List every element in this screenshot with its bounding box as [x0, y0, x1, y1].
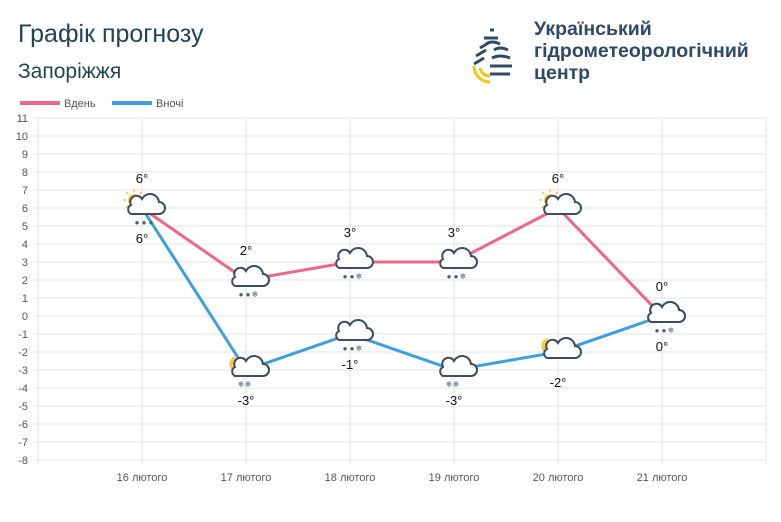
- city-name: Запоріжжя: [18, 60, 122, 83]
- y-tick-label: 2: [22, 275, 28, 287]
- y-tick-label: -6: [18, 419, 28, 431]
- day-temp-label: 2°: [240, 243, 252, 258]
- y-tick-label: -4: [18, 383, 28, 395]
- y-tick-label: 5: [22, 221, 28, 233]
- night-temp-label: 0°: [656, 339, 668, 354]
- logo-line-3: центр: [534, 62, 591, 84]
- y-tick-label: 0: [22, 311, 28, 323]
- cloud-icon: [439, 355, 478, 377]
- raindrop-icon: ●: [343, 344, 348, 353]
- cloud-icon: [231, 265, 270, 287]
- series-line-day: [141, 206, 664, 318]
- cloud-icon: [543, 337, 582, 359]
- y-tick-label: 1: [22, 293, 28, 305]
- logo-line-2: гідрометеорологічний: [534, 40, 749, 62]
- cloud-icon: [543, 193, 582, 215]
- snowflake-icon: ❄: [356, 344, 363, 353]
- raindrop-icon: ●: [135, 218, 140, 227]
- snowflake-icon: ❄: [245, 380, 252, 389]
- legend-label: Вночі: [156, 98, 183, 110]
- y-tick-label: 11: [17, 113, 28, 125]
- weather-icon: [647, 301, 686, 323]
- y-tick-label: 10: [16, 131, 28, 143]
- sun-ray: [139, 191, 143, 195]
- series-line-night: [140, 207, 663, 372]
- y-tick-label: 6: [22, 203, 28, 215]
- weather-icon: ● ● ❄: [439, 247, 478, 281]
- day-temp-label: 3°: [448, 225, 460, 240]
- sun-ray: [125, 191, 129, 195]
- x-tick-label: 20 лютого: [533, 472, 584, 484]
- cloud-icon: [335, 247, 374, 269]
- y-tick-label: -2: [18, 347, 28, 359]
- y-tick-label: -1: [18, 329, 28, 341]
- night-temp-label: 6°: [136, 231, 148, 246]
- weather-icon: ❄ ❄: [439, 355, 478, 389]
- weather-icon: [541, 337, 582, 359]
- sun-ray: [125, 205, 129, 209]
- y-tick-label: 3: [22, 257, 28, 269]
- raindrop-icon: ●: [149, 218, 154, 227]
- y-tick-label: -7: [18, 437, 28, 449]
- day-temp-label: 6°: [552, 171, 564, 186]
- weather-icon: [539, 189, 582, 215]
- day-temp-label: 0°: [656, 279, 668, 294]
- y-tick-label: 8: [22, 167, 28, 179]
- raindrop-icon: ●: [454, 272, 459, 281]
- cloud-icon: [647, 301, 686, 323]
- night-temp-label: -3°: [446, 393, 463, 408]
- x-tick-label: 17 лютого: [221, 472, 272, 484]
- night-temp-label: -1°: [342, 357, 359, 372]
- snowflake-icon: ❄: [460, 272, 467, 281]
- snowflake-icon: ❄: [238, 380, 245, 389]
- day-temp-label: 6°: [136, 171, 148, 186]
- cloud-icon: [439, 247, 478, 269]
- snowflake-icon: ❄: [252, 290, 259, 299]
- raindrop-icon: ●: [246, 290, 251, 299]
- weather-icon: ● ● ●: [123, 189, 166, 227]
- raindrop-icon: ●: [447, 272, 452, 281]
- snowflake-icon: ❄: [668, 326, 675, 335]
- raindrop-icon: ●: [350, 344, 355, 353]
- page-title: Графік прогнозу: [18, 20, 204, 48]
- x-tick-label: 18 лютого: [325, 472, 376, 484]
- y-tick-label: 4: [22, 239, 28, 251]
- snowflake-icon: ❄: [446, 380, 453, 389]
- raindrop-icon: ●: [343, 272, 348, 281]
- night-temp-label: -3°: [238, 393, 255, 408]
- snowflake-icon: ❄: [356, 272, 363, 281]
- y-tick-label: 9: [22, 149, 28, 161]
- cloud-icon: [127, 193, 166, 215]
- y-tick-label: -3: [18, 365, 28, 377]
- y-tick-label: 7: [22, 185, 28, 197]
- weather-icon: ❄ ❄: [229, 355, 270, 389]
- snowflake-icon: ❄: [453, 380, 460, 389]
- logo-text: Український гідрометеорологічний центр: [534, 18, 749, 84]
- x-tick-label: 19 лютого: [429, 472, 480, 484]
- logo-drop-icon: [472, 28, 512, 84]
- weather-icon: ● ● ❄: [335, 247, 374, 281]
- sun-ray: [541, 191, 545, 195]
- cloud-icon: [335, 319, 374, 341]
- raindrop-icon: ●: [655, 326, 660, 335]
- x-tick-label: 21 лютого: [637, 472, 688, 484]
- raindrop-icon: ●: [662, 326, 667, 335]
- raindrop-icon: ●: [239, 290, 244, 299]
- weather-icon: ● ● ❄: [231, 265, 270, 299]
- raindrop-icon: ●: [142, 218, 147, 227]
- cloud-icon: [231, 355, 270, 377]
- weather-icon: ● ● ❄: [335, 319, 374, 353]
- sun-ray: [555, 191, 559, 195]
- night-temp-label: -2°: [550, 375, 567, 390]
- y-tick-label: -8: [18, 455, 28, 467]
- day-temp-label: 3°: [344, 225, 356, 240]
- sun-ray: [541, 205, 545, 209]
- y-tick-label: -5: [18, 401, 28, 413]
- logo-line-1: Український: [534, 18, 652, 40]
- x-tick-label: 16 лютого: [117, 472, 168, 484]
- legend-label: Вдень: [64, 98, 96, 110]
- raindrop-icon: ●: [350, 272, 355, 281]
